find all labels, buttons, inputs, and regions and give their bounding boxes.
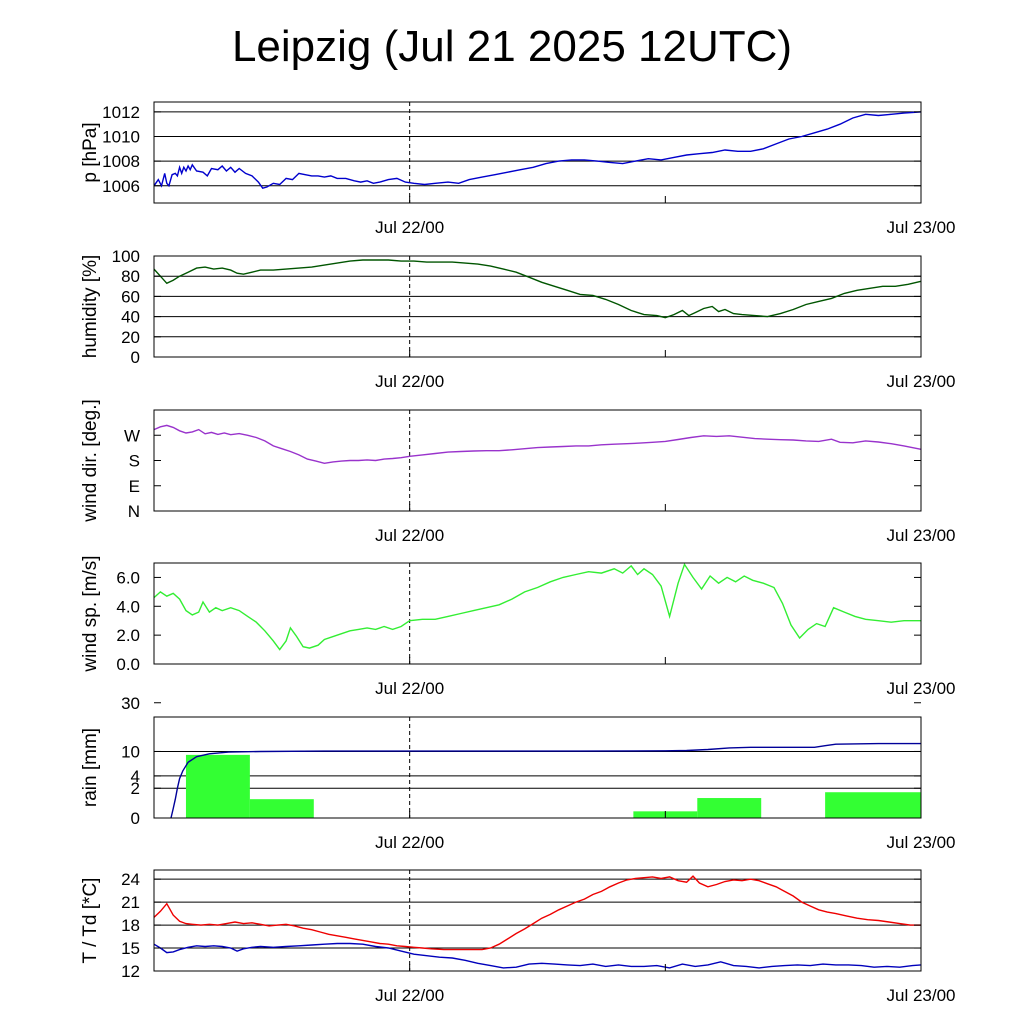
series-line-temperature-td [153, 942, 922, 969]
y-tick-label: 1006 [102, 177, 140, 196]
y-tick-label: 20 [121, 328, 140, 347]
x-tick-label: Jul 23/00 [887, 986, 956, 1005]
y-tick-label: 1012 [102, 103, 140, 122]
y-tick-label: 6.0 [116, 568, 140, 587]
y-tick-label: 0 [131, 809, 140, 828]
x-tick-label: Jul 22/00 [375, 986, 444, 1005]
y-tick-label: 2.0 [116, 626, 140, 645]
y-tick-label: 15 [121, 939, 140, 958]
series-line-temperature-t [153, 875, 921, 951]
plot-frame [153, 101, 922, 204]
y-axis-label: T / Td [*C] [80, 878, 101, 964]
series-line-rain [170, 742, 921, 819]
y-tick-label: 4 [131, 767, 140, 786]
panel-pressure: 1006 1008 1010 1012 Jul 22/00 Jul 23/00 p [hPa… [80, 101, 956, 237]
series-line-wind_direction [153, 424, 922, 465]
y-tick-label: 12 [121, 962, 140, 981]
x-tick-label: Jul 23/00 [887, 833, 956, 852]
rain-bar [249, 799, 314, 818]
y-tick-label: N [128, 502, 140, 521]
y-tick-label: 4.0 [116, 597, 140, 616]
x-tick-label: Jul 23/00 [887, 526, 956, 545]
y-tick-label: 1008 [102, 152, 140, 171]
y-tick-label: W [124, 426, 140, 445]
y-tick-label: 1010 [102, 127, 140, 146]
rain-bar [825, 792, 921, 818]
y-axis-label: p [hPa] [80, 122, 101, 182]
plot-frame [153, 255, 922, 358]
x-tick-label: Jul 22/00 [375, 526, 444, 545]
plot-frame [153, 562, 922, 665]
y-axis-label: rain [mm] [80, 728, 101, 807]
y-tick-label: S [129, 452, 140, 471]
y-tick-label: 40 [121, 308, 140, 327]
x-tick-label: Jul 22/00 [375, 372, 444, 391]
panel-rain: 0 24 10 30 Jul 22/00 Jul 23/00 rain [mm] [80, 694, 956, 852]
x-tick-label: Jul 23/00 [887, 218, 956, 237]
y-tick-label: 21 [121, 893, 140, 912]
y-tick-label: 18 [121, 916, 140, 935]
rain-bar [185, 754, 250, 818]
y-tick-label: 60 [121, 287, 140, 306]
y-tick-label: E [129, 477, 140, 496]
y-tick-label: 80 [121, 267, 140, 286]
panel-temperature: 12 15 18 21 24 Jul 22/00 Jul 23/00 T / Td [*C] [80, 869, 956, 1005]
y-tick-label: 10 [121, 742, 140, 761]
plot-frame [153, 716, 922, 819]
x-tick-label: Jul 23/00 [887, 679, 956, 698]
series-line-pressure [153, 111, 922, 190]
series-line-wind_speed [153, 562, 921, 651]
y-axis-label: humidity [%] [80, 255, 101, 358]
y-tick-label: 2 [131, 779, 140, 798]
plot-frame [153, 409, 922, 512]
x-tick-label: Jul 23/00 [887, 372, 956, 391]
y-tick-label: 0 [131, 348, 140, 367]
x-tick-label: Jul 22/00 [375, 679, 444, 698]
y-tick-label: 30 [121, 694, 140, 713]
y-tick-label: 0.0 [116, 655, 140, 674]
rain-bar [697, 798, 762, 818]
panel-wind_speed: 0.0 2.0 4.0 6.0 Jul 22/00 Jul 23/00 wind sp. [… [80, 555, 956, 698]
y-tick-label: 24 [121, 870, 140, 889]
y-axis-label: wind sp. [m/s] [80, 555, 101, 672]
chart-title: Leipzig (Jul 21 2025 12UTC) [231, 22, 793, 71]
plot-frame [153, 869, 922, 972]
x-tick-label: Jul 22/00 [375, 218, 444, 237]
y-tick-label: 100 [112, 247, 140, 266]
x-tick-label: Jul 22/00 [375, 833, 444, 852]
y-axis-label: wind dir. [deg.] [80, 399, 101, 523]
series-line-humidity [153, 259, 922, 319]
